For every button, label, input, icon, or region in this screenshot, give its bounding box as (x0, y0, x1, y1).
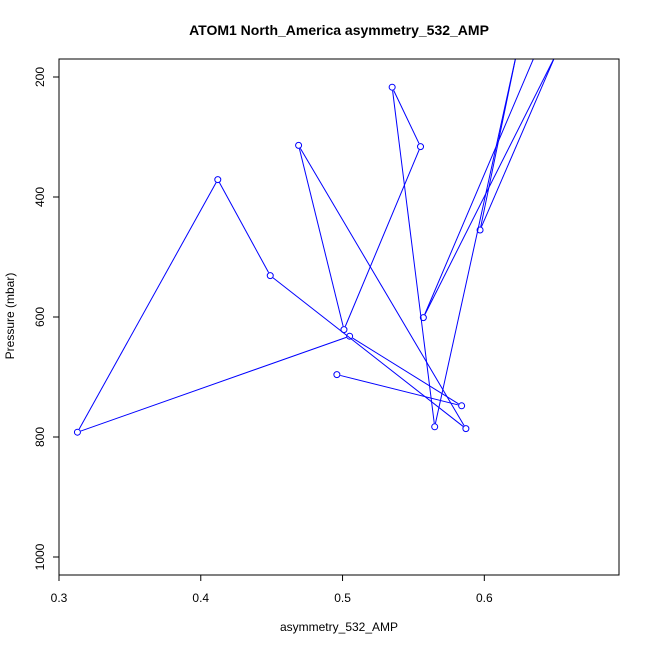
series-segment (392, 90, 435, 424)
data-point (419, 314, 427, 322)
series-layer (73, 38, 558, 436)
series-segment (480, 59, 555, 227)
x-tick-label: 0.5 (334, 591, 351, 605)
data-point (295, 141, 303, 149)
x-tick-label: 0.6 (476, 591, 493, 605)
series-segment (344, 149, 420, 327)
data-point (417, 143, 425, 151)
x-tick-label: 0.4 (192, 591, 209, 605)
data-point (340, 326, 348, 334)
data-point (553, 59, 558, 60)
series-segment (80, 336, 347, 432)
data-point (266, 272, 274, 280)
y-tick-label: 600 (33, 307, 47, 327)
data-point (214, 176, 222, 184)
y-axis-label: Pressure (mbar) (3, 273, 17, 360)
series-segment (78, 182, 217, 430)
data-point (346, 332, 354, 340)
y-axis: 200 400 600 800 1000 (33, 67, 60, 570)
y-tick-label: 1000 (33, 543, 47, 570)
series-segment (352, 337, 459, 405)
x-axis: 0.3 0.4 0.5 0.6 (51, 574, 493, 605)
series-segment (299, 148, 465, 426)
data-point (431, 423, 439, 431)
data-point (73, 428, 81, 436)
plot-frame (58, 58, 620, 576)
y-tick-label: 800 (33, 427, 47, 447)
series-segment (298, 148, 344, 327)
series-segment (393, 90, 420, 144)
data-point (333, 371, 341, 379)
data-point (538, 38, 544, 44)
series-segment (424, 59, 534, 315)
series-segment (272, 277, 464, 427)
x-tick-label: 0.3 (51, 591, 68, 605)
data-point (388, 83, 396, 91)
data-point (462, 425, 470, 433)
data-point (458, 402, 466, 410)
series-segment (219, 182, 270, 273)
y-tick-label: 200 (33, 67, 47, 87)
y-tick-label: 400 (33, 187, 47, 207)
data-point (476, 226, 484, 234)
series-segment (434, 59, 516, 424)
chart-title: ATOM1 North_America asymmetry_532_AMP (189, 22, 489, 38)
data-point (514, 49, 520, 55)
series-segment (340, 374, 459, 406)
x-axis-label: asymmetry_532_AMP (280, 620, 398, 634)
